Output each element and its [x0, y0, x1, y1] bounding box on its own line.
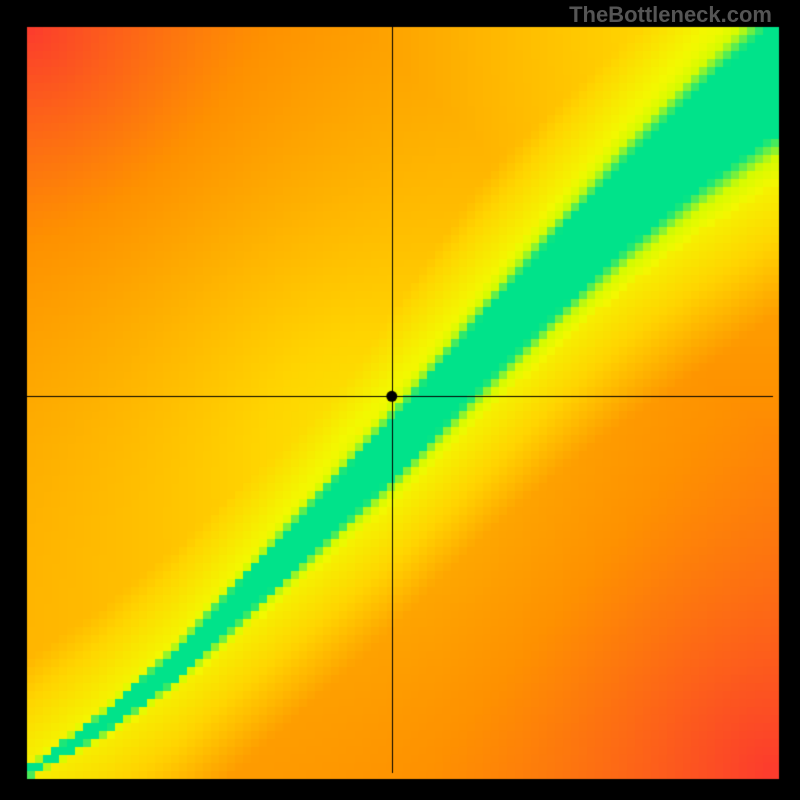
bottleneck-heatmap — [0, 0, 800, 800]
watermark-text: TheBottleneck.com — [569, 2, 772, 28]
